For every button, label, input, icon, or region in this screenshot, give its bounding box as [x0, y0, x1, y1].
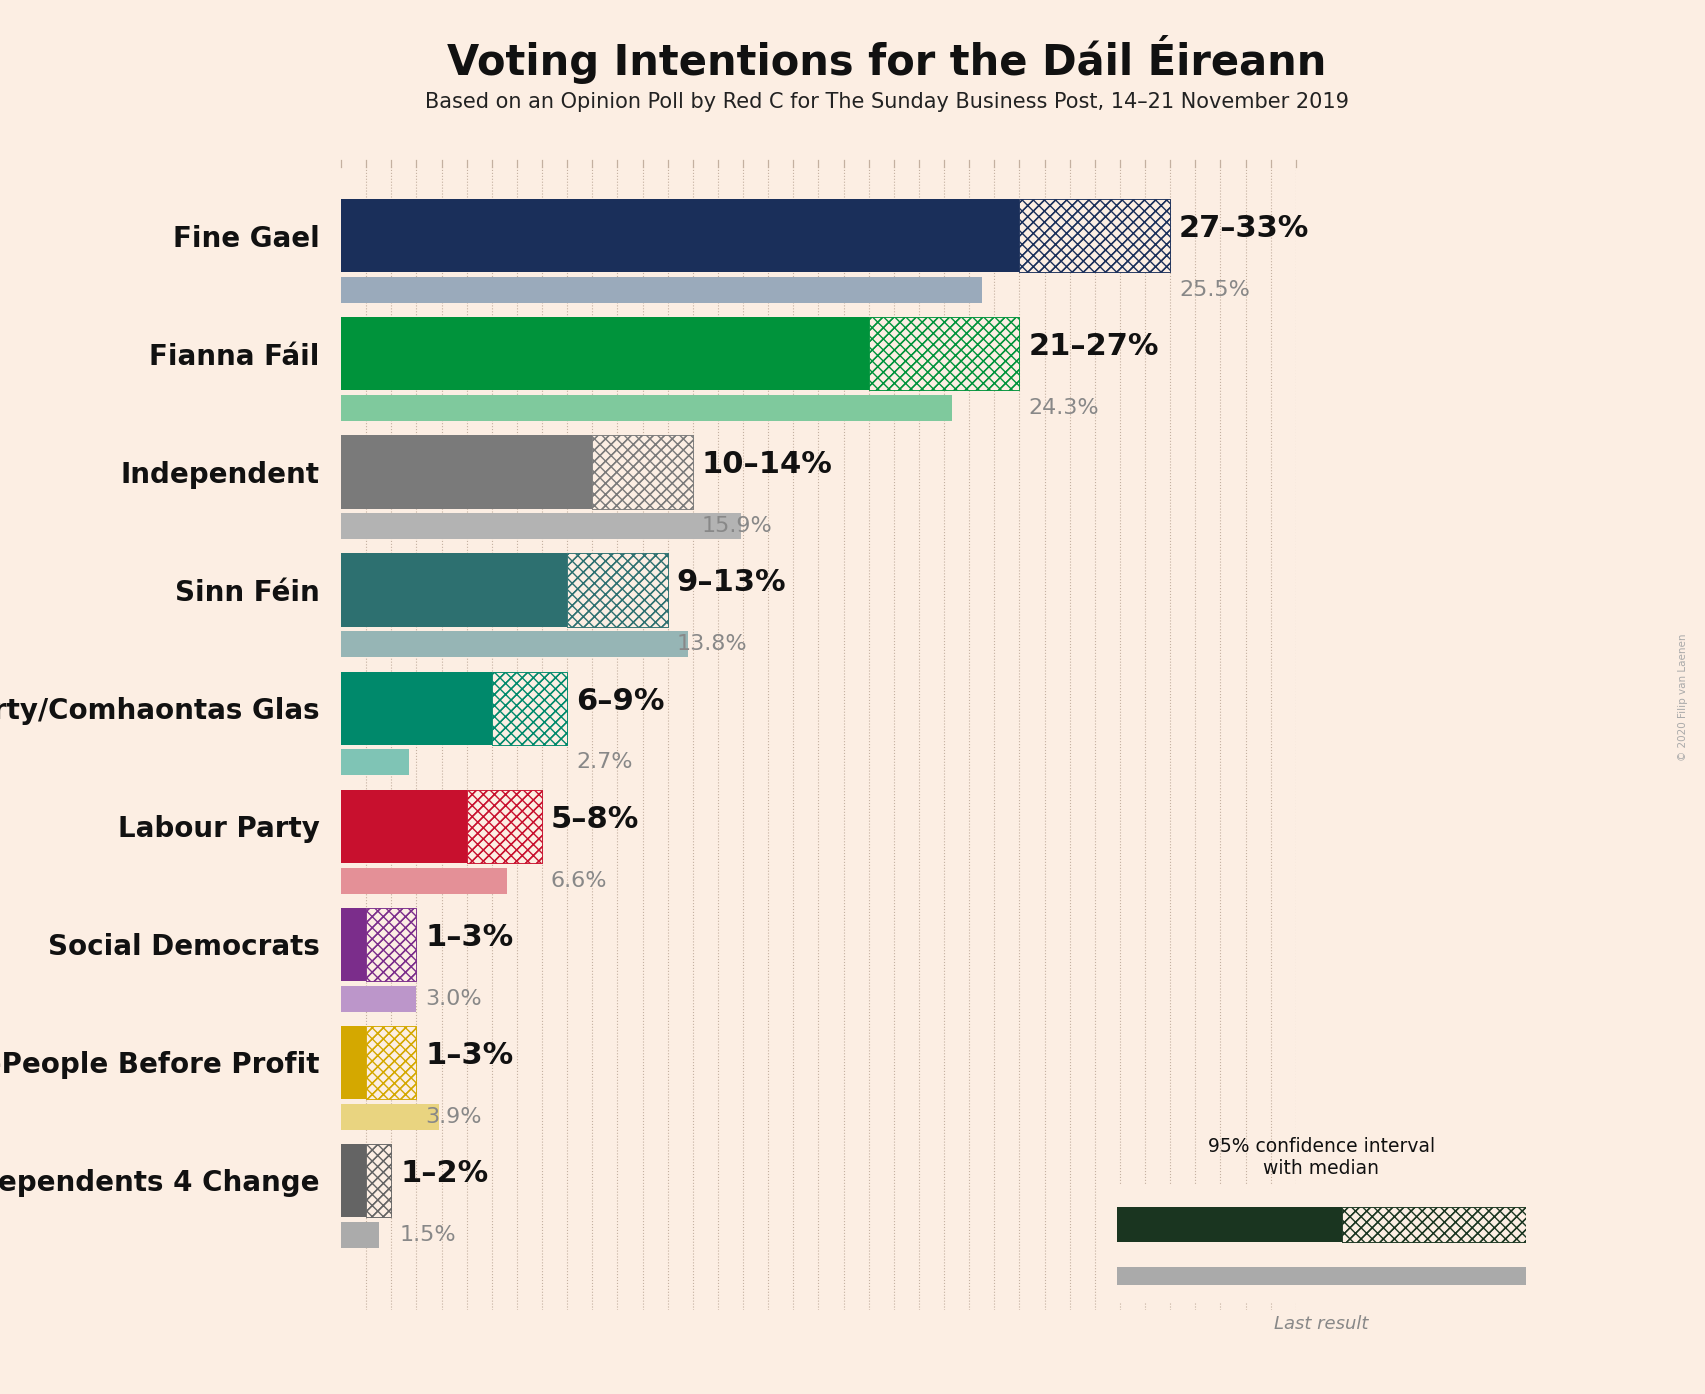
- Bar: [341, 1104, 438, 1129]
- Text: 95% confidence interval
with median: 95% confidence interval with median: [1207, 1138, 1436, 1178]
- Bar: [367, 1144, 390, 1217]
- Bar: [1342, 1207, 1526, 1242]
- Text: 9–13%: 9–13%: [677, 569, 786, 598]
- Bar: [341, 1144, 367, 1217]
- Bar: [1020, 199, 1170, 272]
- Bar: [341, 750, 409, 775]
- Bar: [341, 907, 367, 981]
- Text: Voting Intentions for the Dáil Éireann: Voting Intentions for the Dáil Éireann: [447, 35, 1326, 84]
- Text: 10–14%: 10–14%: [701, 450, 832, 480]
- Bar: [568, 553, 668, 627]
- Bar: [341, 199, 1020, 272]
- Bar: [367, 1144, 390, 1217]
- Text: 3.9%: 3.9%: [425, 1107, 483, 1126]
- Text: 15.9%: 15.9%: [701, 516, 772, 537]
- Bar: [341, 513, 740, 539]
- Text: 27–33%: 27–33%: [1178, 215, 1309, 243]
- Bar: [491, 672, 568, 744]
- Text: 25.5%: 25.5%: [1178, 280, 1250, 300]
- Text: 1.5%: 1.5%: [401, 1225, 457, 1245]
- Bar: [568, 553, 668, 627]
- Bar: [491, 672, 568, 744]
- Text: 2.7%: 2.7%: [576, 753, 633, 772]
- Bar: [341, 435, 592, 509]
- Text: 3.0%: 3.0%: [425, 988, 483, 1009]
- Text: 24.3%: 24.3%: [1028, 399, 1098, 418]
- Text: 1–2%: 1–2%: [401, 1158, 488, 1188]
- Bar: [467, 789, 542, 863]
- Bar: [341, 318, 868, 390]
- Bar: [868, 318, 1020, 390]
- Bar: [1020, 199, 1170, 272]
- Bar: [491, 672, 568, 744]
- Text: 13.8%: 13.8%: [677, 634, 747, 654]
- Text: Last result: Last result: [1274, 1315, 1369, 1333]
- Bar: [341, 1026, 367, 1098]
- Bar: [592, 435, 692, 509]
- Bar: [1342, 1207, 1526, 1242]
- Bar: [467, 789, 542, 863]
- Bar: [341, 395, 951, 421]
- Text: Based on an Opinion Poll by Red C for The Sunday Business Post, 14–21 November 2: Based on an Opinion Poll by Red C for Th…: [425, 92, 1349, 112]
- Text: 6–9%: 6–9%: [576, 686, 665, 715]
- Bar: [341, 631, 687, 658]
- Bar: [592, 435, 692, 509]
- Bar: [367, 1026, 416, 1098]
- Bar: [341, 867, 506, 894]
- Text: 1–3%: 1–3%: [425, 923, 513, 952]
- Bar: [341, 1221, 379, 1248]
- Bar: [568, 553, 668, 627]
- Bar: [341, 986, 416, 1012]
- Bar: [367, 1026, 416, 1098]
- Bar: [1342, 1207, 1526, 1242]
- Bar: [341, 672, 491, 744]
- Bar: [367, 1144, 390, 1217]
- Text: 21–27%: 21–27%: [1028, 332, 1159, 361]
- Bar: [467, 789, 542, 863]
- Bar: [367, 1026, 416, 1098]
- Bar: [341, 553, 568, 627]
- Text: 5–8%: 5–8%: [551, 804, 639, 834]
- Bar: [341, 789, 467, 863]
- Text: © 2020 Filip van Laenen: © 2020 Filip van Laenen: [1678, 633, 1688, 761]
- Text: 1–3%: 1–3%: [425, 1041, 513, 1069]
- Bar: [341, 277, 982, 302]
- Bar: [1117, 1267, 1526, 1285]
- Bar: [868, 318, 1020, 390]
- Bar: [367, 907, 416, 981]
- Bar: [868, 318, 1020, 390]
- Text: 6.6%: 6.6%: [551, 870, 607, 891]
- Bar: [367, 907, 416, 981]
- Bar: [367, 907, 416, 981]
- Bar: [1117, 1207, 1342, 1242]
- Bar: [1020, 199, 1170, 272]
- Bar: [592, 435, 692, 509]
